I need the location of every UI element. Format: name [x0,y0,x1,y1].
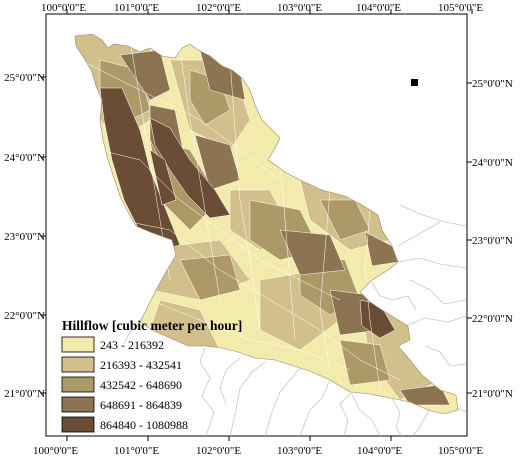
legend-label-2: 216393 - 432541 [100,358,182,372]
top-lon-label: 103°0'0"E [277,2,322,14]
top-lon-label: 104°0'0"E [356,2,401,14]
left-latitude-labels: 25°0'0"N 24°0'0"N 23°0'0"N 22°0'0"N 21°0… [4,72,45,400]
top-lon-label: 102°0'0"E [196,2,241,14]
legend-swatch-3 [61,376,95,393]
legend-swatch-1 [61,336,95,353]
basin-outline [74,33,459,415]
legend-title: Hillflow [cubic meter per hour] [62,318,242,333]
left-lat-label: 23°0'0"N [4,231,45,243]
graticule-ticks [41,9,473,441]
bottom-lon-label: 100°0'0"E [33,445,78,457]
legend: Hillflow [cubic meter per hour] 243 - 21… [61,318,242,433]
left-lat-label: 25°0'0"N [4,72,45,84]
left-lat-label: 22°0'0"N [4,310,45,322]
legend-swatch-5 [61,416,95,433]
legend-label-5: 864840 - 1080988 [100,418,188,432]
left-lat-label: 21°0'0"N [4,388,45,400]
right-lat-label: 23°0'0"N [472,235,513,247]
legend-swatch-4 [61,396,95,413]
bottom-lon-label: 103°0'0"E [277,445,322,457]
left-lat-label: 24°0'0"N [4,152,45,164]
legend-swatch-2 [61,356,95,373]
bottom-lon-label: 105°0'0"E [438,445,483,457]
top-lon-label: 105°0'0"E [438,2,483,14]
legend-label-4: 648691 - 864839 [100,398,182,412]
top-lon-label: 100°0'0"E [41,2,86,14]
right-lat-label: 25°0'0"N [472,78,513,90]
bottom-lon-label: 102°0'0"E [196,445,241,457]
legend-label-3: 432542 - 648690 [100,378,182,392]
legend-label-1: 243 - 216392 [100,338,164,352]
right-latitude-labels: 25°0'0"N 24°0'0"N 23°0'0"N 22°0'0"N 21°0… [472,78,513,400]
bottom-longitude-labels: 100°0'0"E 101°0'0"E 102°0'0"E 103°0'0"E … [33,445,483,457]
top-longitude-labels: 100°0'0"E 101°0'0"E 102°0'0"E 103°0'0"E … [41,2,483,14]
bottom-lon-label: 104°0'0"E [357,445,402,457]
location-marker [411,79,418,86]
top-lon-label: 101°0'0"E [114,2,159,14]
right-lat-label: 24°0'0"N [472,157,513,169]
right-lat-label: 22°0'0"N [472,313,513,325]
bottom-lon-label: 101°0'0"E [114,445,159,457]
right-lat-label: 21°0'0"N [472,388,513,400]
